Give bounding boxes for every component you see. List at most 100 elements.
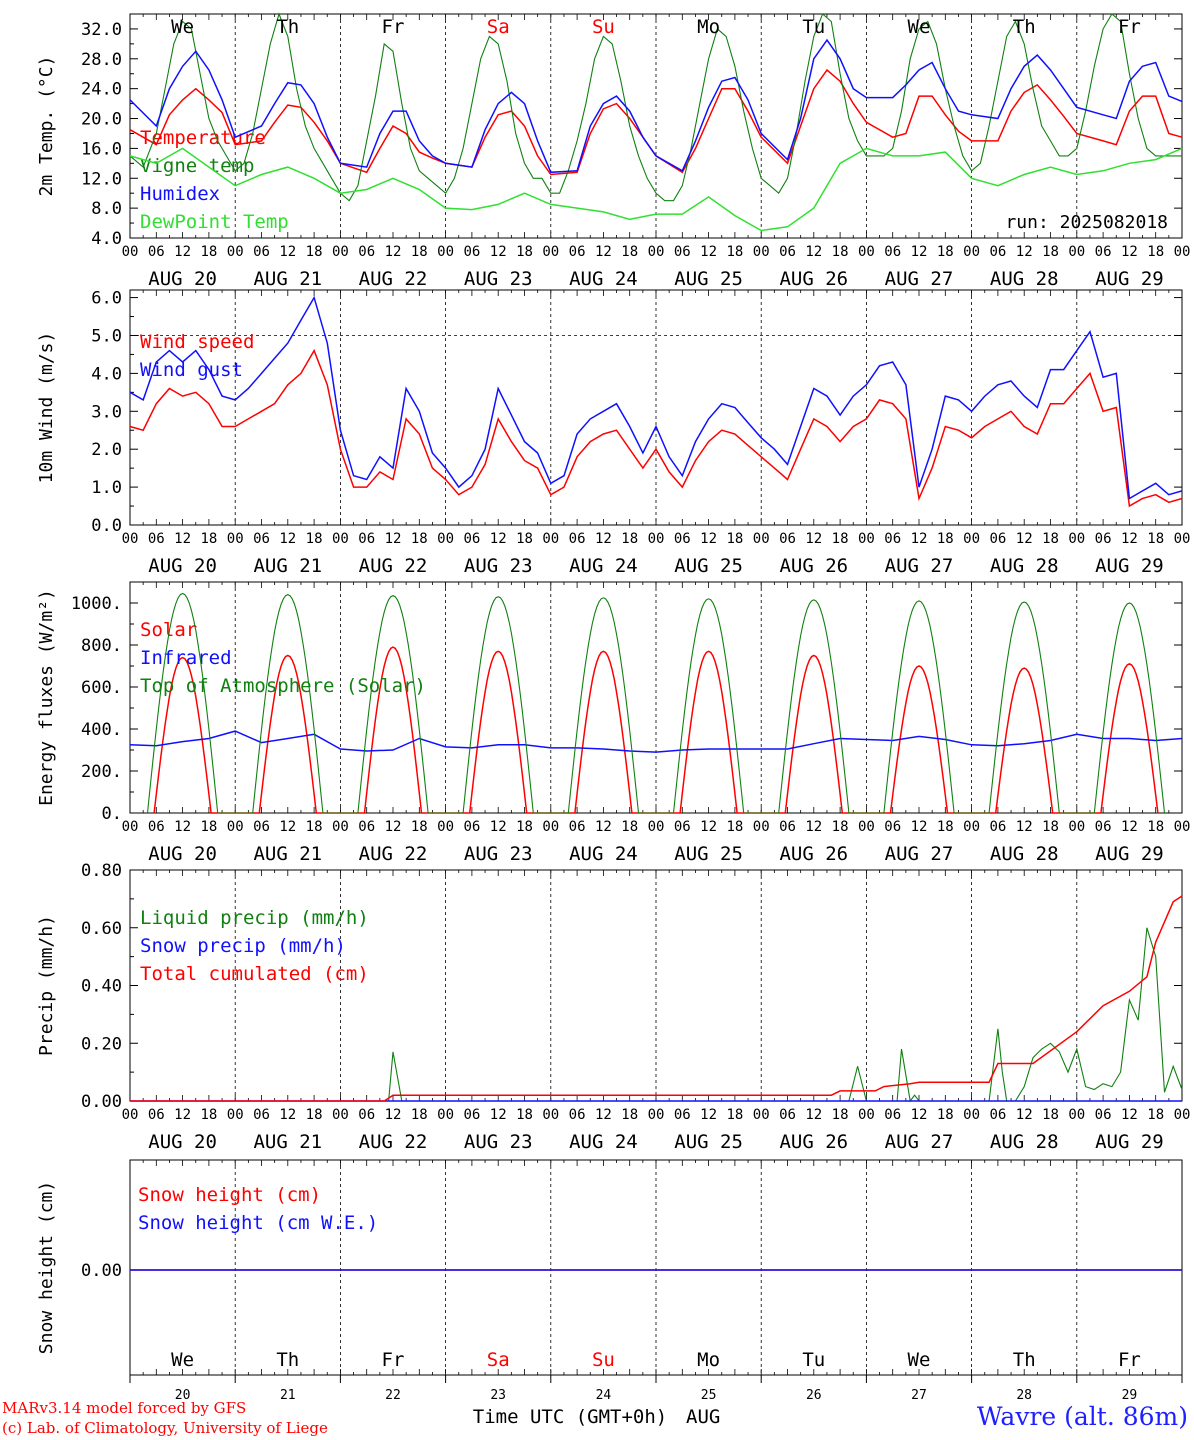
- y-axis-label: Energy fluxes (W/m²): [36, 589, 57, 806]
- hour-label: 06: [884, 244, 901, 260]
- date-label: AUG 22: [359, 1131, 428, 1153]
- legend-entry: Wind speed: [140, 331, 254, 353]
- hour-label: 00: [227, 531, 244, 547]
- date-label: AUG 26: [779, 555, 848, 577]
- hour-label: 12: [490, 1107, 507, 1123]
- hour-label: 00: [1068, 1107, 1085, 1123]
- y-tick-label: 0.00: [81, 1092, 122, 1112]
- hour-label: 18: [1147, 531, 1164, 547]
- hour-label: 06: [463, 1107, 480, 1123]
- day-name-bottom: Fr: [1118, 1349, 1141, 1371]
- hour-label: 00: [858, 1107, 875, 1123]
- hour-label: 18: [200, 1107, 217, 1123]
- hour-label: 12: [911, 1107, 928, 1123]
- hour-label: 18: [937, 531, 954, 547]
- hour-label: 00: [648, 531, 665, 547]
- hour-label: 06: [779, 531, 796, 547]
- hour-label: 12: [911, 244, 928, 260]
- legend-entry: Snow height (cm W.E.): [138, 1212, 378, 1234]
- hour-label: 18: [411, 819, 428, 835]
- y-tick-label: 0.60: [81, 919, 122, 939]
- series-top-of-atmosphere-solar--line: [146, 592, 1166, 814]
- date-label: AUG 24: [569, 1131, 638, 1153]
- hour-label: 18: [1042, 819, 1059, 835]
- day-name-bottom: Mo: [697, 1349, 720, 1371]
- hour-label: 18: [937, 244, 954, 260]
- date-label: AUG 28: [990, 843, 1059, 865]
- y-tick-label: 4.0: [91, 229, 122, 249]
- legend-entry: Snow precip (mm/h): [140, 935, 346, 957]
- day-number: 26: [806, 1388, 822, 1403]
- day-name-bottom: Fr: [382, 1349, 405, 1371]
- y-tick-label: 4.0: [91, 364, 122, 384]
- hour-label: 12: [385, 531, 402, 547]
- hour-label: 06: [148, 819, 165, 835]
- date-label: AUG 24: [569, 843, 638, 865]
- y-tick-label: 6.0: [91, 289, 122, 309]
- day-number: 28: [1016, 1388, 1032, 1403]
- hour-label: 00: [963, 244, 980, 260]
- hour-label: 12: [595, 531, 612, 547]
- y-axis-label: Snow height (cm): [36, 1181, 57, 1354]
- hour-label: 18: [516, 244, 533, 260]
- y-tick-label: 8.0: [91, 199, 122, 219]
- hour-label: 00: [227, 819, 244, 835]
- legend-entry: Liquid precip (mm/h): [140, 907, 369, 929]
- series-wind-speed-line: [129, 348, 1183, 508]
- day-name-bottom: We: [171, 1349, 194, 1371]
- hour-label: 06: [253, 1107, 270, 1123]
- hour-label: 06: [674, 819, 691, 835]
- hour-label: 00: [227, 244, 244, 260]
- y-tick-label: 800.: [81, 636, 122, 656]
- hour-label: 06: [779, 1107, 796, 1123]
- legend-entry: Vigne temp: [140, 155, 254, 177]
- hour-label: 06: [989, 819, 1006, 835]
- y-tick-label: 32.0: [81, 20, 122, 40]
- hour-label: 12: [279, 244, 296, 260]
- hour-label: 12: [1121, 1107, 1138, 1123]
- date-label: AUG 21: [253, 843, 322, 865]
- date-label: AUG 24: [569, 555, 638, 577]
- series-wind-gust-line: [129, 295, 1183, 500]
- hour-label: 12: [700, 531, 717, 547]
- date-label: AUG 20: [148, 555, 217, 577]
- date-label: AUG 26: [779, 268, 848, 290]
- hour-label: 00: [858, 819, 875, 835]
- y-tick-label: 1000.: [71, 594, 122, 614]
- hour-label: 18: [306, 531, 323, 547]
- date-label: AUG 25: [674, 1131, 743, 1153]
- hour-label: 18: [937, 1107, 954, 1123]
- hour-label: 06: [253, 819, 270, 835]
- hour-label: 18: [832, 1107, 849, 1123]
- date-label: AUG 23: [464, 555, 533, 577]
- legend-entry: Snow height (cm): [138, 1184, 321, 1206]
- y-tick-label: 12.0: [81, 169, 122, 189]
- hour-label: 12: [279, 531, 296, 547]
- hour-label: 00: [753, 531, 770, 547]
- hour-label: 12: [1016, 819, 1033, 835]
- day-name-bottom: Tu: [802, 1349, 825, 1371]
- date-label: AUG 25: [674, 843, 743, 865]
- day-name-bottom: Th: [1013, 1349, 1036, 1371]
- day-number: 25: [701, 1388, 717, 1403]
- hour-label: 06: [779, 244, 796, 260]
- hour-label: 18: [306, 244, 323, 260]
- date-label: AUG 25: [674, 268, 743, 290]
- y-tick-label: 600.: [81, 678, 122, 698]
- hour-label: 18: [832, 244, 849, 260]
- hour-label: 06: [253, 531, 270, 547]
- hour-label: 06: [569, 531, 586, 547]
- hour-label: 18: [411, 1107, 428, 1123]
- y-tick-label: 400.: [81, 720, 122, 740]
- day-name-top: We: [171, 16, 194, 38]
- hour-label: 00: [437, 1107, 454, 1123]
- hour-label: 00: [542, 1107, 559, 1123]
- date-label: AUG 28: [990, 1131, 1059, 1153]
- legend-entry: Wind gust: [140, 359, 243, 381]
- hour-label: 06: [779, 819, 796, 835]
- hour-label: 06: [1095, 244, 1112, 260]
- date-label: AUG 22: [359, 843, 428, 865]
- hour-label: 00: [753, 244, 770, 260]
- hour-label: 18: [306, 819, 323, 835]
